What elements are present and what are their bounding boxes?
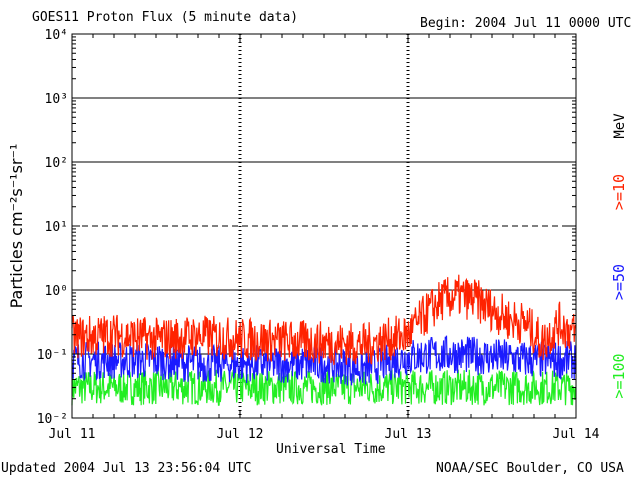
y-tick-label: 10³: [45, 92, 68, 107]
begin-time: Begin: 2004 Jul 11 0000 UTC: [420, 16, 632, 31]
axis-labels: 10⁻² 10⁻¹ 10⁰ 10¹ 10² 10³ 10⁴ Jul 11 Jul 12 Jul 1…: [7, 28, 628, 442]
legend-label: >=100: [610, 353, 628, 398]
credit-text: NOAA/SEC Boulder, CO USA: [436, 461, 624, 476]
x-tick-label: Jul 12: [217, 427, 264, 442]
unit-label: MeV: [612, 113, 628, 139]
y-tick-label: 10⁰: [45, 284, 68, 299]
y-tick-label: 10²: [45, 156, 68, 171]
axes: [71, 33, 577, 419]
series-layer: [71, 274, 577, 406]
series-line: [71, 335, 577, 386]
y-tick-label: 10⁻¹: [37, 348, 68, 363]
chart-title: GOES11 Proton Flux (5 minute data): [32, 10, 299, 25]
y-tick-label: 10¹: [45, 220, 68, 235]
y-tick-label: 10⁻²: [37, 412, 68, 427]
legend-label: >=10: [610, 174, 628, 210]
series-line: [71, 274, 576, 366]
y-axis-label: Particles cm⁻²s⁻¹sr⁻¹: [7, 144, 26, 309]
x-tick-label: Jul 11: [49, 427, 96, 442]
legend-label: >=50: [610, 264, 628, 300]
x-tick-label: Jul 13: [385, 427, 432, 442]
grid-lines: [72, 34, 576, 418]
x-tick-label: Jul 14: [553, 427, 600, 442]
updated-timestamp: Updated 2004 Jul 13 23:56:04 UTC: [1, 461, 252, 476]
x-axis-label: Universal Time: [276, 442, 386, 457]
y-tick-label: 10⁴: [45, 28, 68, 43]
